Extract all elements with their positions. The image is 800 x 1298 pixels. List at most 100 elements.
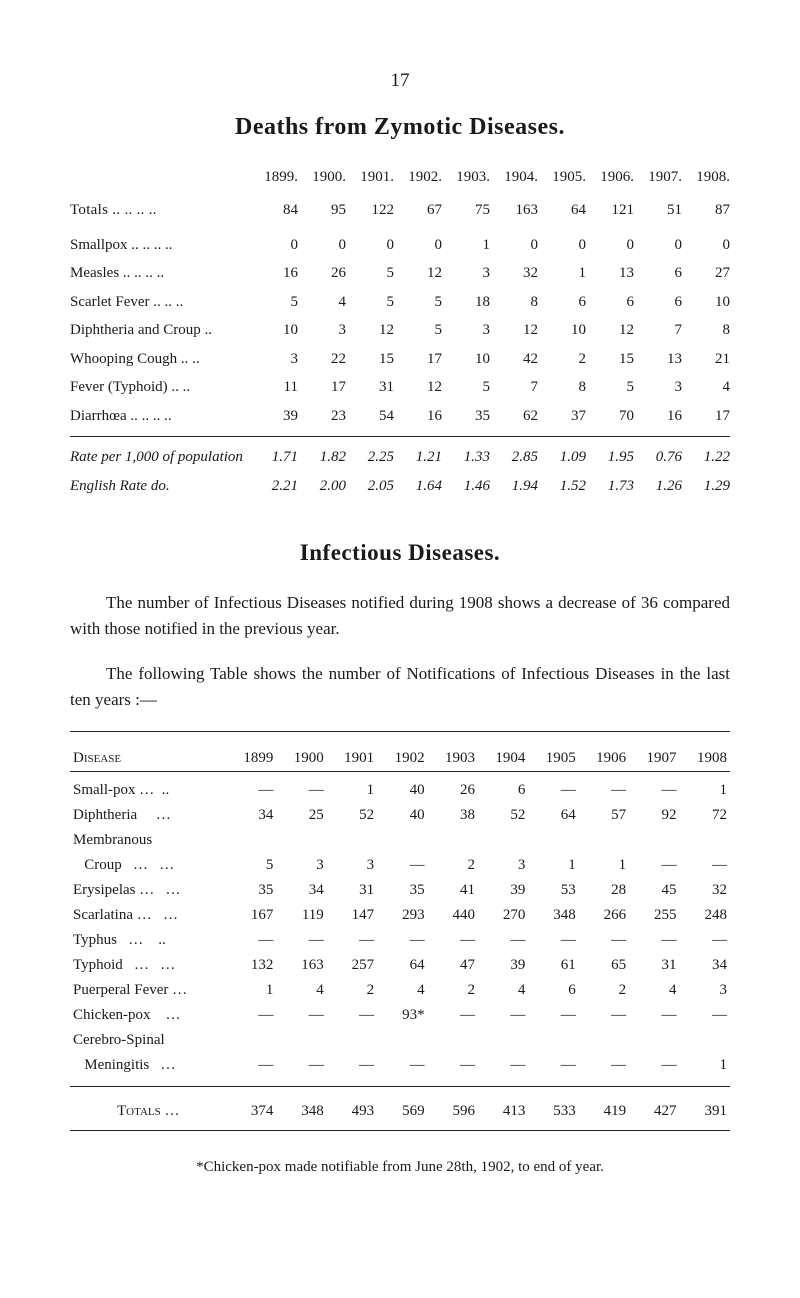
col-header: 1907 xyxy=(629,746,679,771)
row-label: Chicken-pox … xyxy=(70,1003,226,1028)
data-cell: 67 xyxy=(394,196,442,225)
data-cell: 64 xyxy=(377,953,427,978)
data-cell: — xyxy=(226,1003,276,1028)
data-cell: 51 xyxy=(634,196,682,225)
data-cell: 2.85 xyxy=(490,443,538,472)
data-cell: 1.52 xyxy=(538,472,586,501)
data-cell: 5 xyxy=(346,288,394,317)
data-cell: 65 xyxy=(579,953,629,978)
data-cell: 413 xyxy=(478,1087,528,1130)
data-cell: 6 xyxy=(634,288,682,317)
data-cell: 0 xyxy=(682,231,730,260)
data-cell: — xyxy=(226,778,276,803)
data-cell xyxy=(579,1028,629,1053)
year-cell: 1903. xyxy=(442,169,490,186)
rate-row: English Rate do.2.212.002.051.641.461.94… xyxy=(70,472,730,501)
data-cell: 17 xyxy=(682,402,730,431)
data-cell: 31 xyxy=(346,373,394,402)
data-cell: 257 xyxy=(327,953,377,978)
data-cell xyxy=(629,828,679,853)
data-cell xyxy=(428,828,478,853)
data-cell: 45 xyxy=(629,878,679,903)
data-cell: 6 xyxy=(538,288,586,317)
data-cell: 72 xyxy=(680,803,730,828)
data-cell: 1 xyxy=(680,778,730,803)
data-cell: 10 xyxy=(250,316,298,345)
data-cell: 5 xyxy=(586,373,634,402)
data-cell: — xyxy=(579,928,629,953)
data-cell: 3 xyxy=(634,373,682,402)
data-cell: 38 xyxy=(428,803,478,828)
data-cell: 5 xyxy=(394,316,442,345)
year-header-row: 1899.1900.1901.1902.1903.1904.1905.1906.… xyxy=(70,169,730,186)
data-cell: 248 xyxy=(680,903,730,928)
data-cell: 5 xyxy=(442,373,490,402)
data-cell: — xyxy=(629,853,679,878)
table-row: Scarlet Fever .. .. ..545518866610 xyxy=(70,288,730,317)
data-cell: 61 xyxy=(528,953,578,978)
data-cell: 87 xyxy=(682,196,730,225)
data-cell: 596 xyxy=(428,1087,478,1130)
data-cell: 34 xyxy=(680,953,730,978)
data-cell: — xyxy=(276,928,326,953)
data-cell: 2 xyxy=(538,345,586,374)
data-cell: 64 xyxy=(528,803,578,828)
data-cell: 163 xyxy=(490,196,538,225)
data-cell: — xyxy=(276,1003,326,1028)
data-cell: 16 xyxy=(634,402,682,431)
data-cell: 10 xyxy=(538,316,586,345)
data-cell: 3 xyxy=(680,978,730,1003)
data-cell: 12 xyxy=(394,259,442,288)
data-cell: 6 xyxy=(634,259,682,288)
data-cell: 1.73 xyxy=(586,472,634,501)
data-cell: 4 xyxy=(298,288,346,317)
data-cell: 3 xyxy=(478,853,528,878)
data-cell: 0 xyxy=(586,231,634,260)
data-cell xyxy=(680,1028,730,1053)
data-cell: 95 xyxy=(298,196,346,225)
data-cell: 4 xyxy=(478,978,528,1003)
data-cell: 34 xyxy=(226,803,276,828)
data-cell xyxy=(579,828,629,853)
data-cell: 533 xyxy=(528,1087,578,1130)
data-cell: 35 xyxy=(377,878,427,903)
data-cell: 34 xyxy=(276,878,326,903)
data-cell: 1.82 xyxy=(298,443,346,472)
disease-table-wrap: Disease189919001901190219031904190519061… xyxy=(70,731,730,1131)
data-cell xyxy=(680,828,730,853)
data-cell: 419 xyxy=(579,1087,629,1130)
data-cell: 70 xyxy=(586,402,634,431)
data-cell: 348 xyxy=(528,903,578,928)
table-row: Puerperal Fever …1424246243 xyxy=(70,978,730,1003)
data-cell: 1 xyxy=(442,231,490,260)
section-title: Infectious Diseases. xyxy=(70,540,730,566)
paragraph-1: The number of Infectious Diseases notifi… xyxy=(70,590,730,643)
col-header: 1903 xyxy=(428,746,478,771)
year-cell: 1908. xyxy=(682,169,730,186)
data-cell: 26 xyxy=(428,778,478,803)
data-cell: — xyxy=(226,928,276,953)
data-cell: 54 xyxy=(346,402,394,431)
data-cell xyxy=(478,1028,528,1053)
col-header: 1901 xyxy=(327,746,377,771)
data-cell: 31 xyxy=(629,953,679,978)
data-cell: 0 xyxy=(538,231,586,260)
col-header: 1900 xyxy=(276,746,326,771)
table-row: Measles .. .. .. ..1626512332113627 xyxy=(70,259,730,288)
row-label: Rate per 1,000 of population xyxy=(70,443,250,472)
data-cell: 1.95 xyxy=(586,443,634,472)
data-cell: 75 xyxy=(442,196,490,225)
data-cell: 121 xyxy=(586,196,634,225)
row-label: Typhus … .. xyxy=(70,928,226,953)
data-cell: — xyxy=(528,1053,578,1078)
data-cell: 1.26 xyxy=(634,472,682,501)
data-cell: — xyxy=(629,1053,679,1078)
table-row: Scarlatina … …16711914729344027034826625… xyxy=(70,903,730,928)
data-cell: 2.00 xyxy=(298,472,346,501)
year-cell: 1904. xyxy=(490,169,538,186)
data-cell: 25 xyxy=(276,803,326,828)
data-cell: 1 xyxy=(538,259,586,288)
data-cell: — xyxy=(528,1003,578,1028)
data-cell: 266 xyxy=(579,903,629,928)
table-row: Typhus … ..—————————— xyxy=(70,928,730,953)
